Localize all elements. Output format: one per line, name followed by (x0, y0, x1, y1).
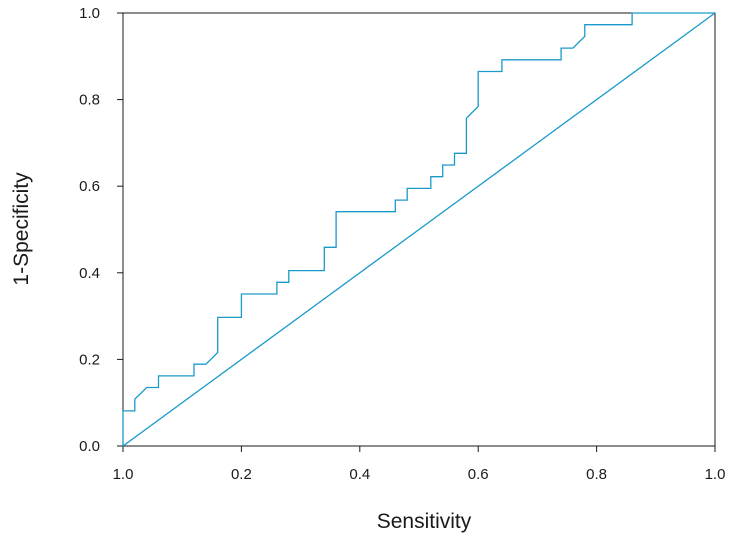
x-tick-label: 0.2 (231, 466, 252, 483)
reference-diagonal-line (122, 12, 716, 447)
y-tick-label: 0.4 (79, 265, 100, 282)
y-tick-label: 0.6 (79, 178, 100, 195)
roc-curve-line (122, 12, 715, 446)
x-tick-label: 0.8 (586, 466, 607, 483)
plot-area-frame (122, 12, 716, 447)
y-axis-ticks: 0.0 0.2 0.4 0.6 0.8 1.0 (79, 5, 123, 455)
x-tick-label: 0.4 (349, 466, 370, 483)
y-axis-title: 1-Specificity (10, 172, 33, 286)
x-axis-ticks: 1.0 0.2 0.4 0.6 0.8 1.0 (113, 446, 726, 483)
y-tick-label: 0.8 (79, 92, 100, 109)
x-axis-title: Sensitivity (377, 510, 472, 533)
y-tick-label: 0.0 (79, 438, 100, 455)
y-tick-label: 0.2 (79, 351, 100, 368)
x-tick-label: 1.0 (705, 466, 726, 483)
series-layer (122, 12, 716, 447)
x-tick-label: 0.6 (468, 466, 489, 483)
x-tick-label: 1.0 (113, 466, 134, 483)
y-tick-label: 1.0 (79, 5, 100, 22)
